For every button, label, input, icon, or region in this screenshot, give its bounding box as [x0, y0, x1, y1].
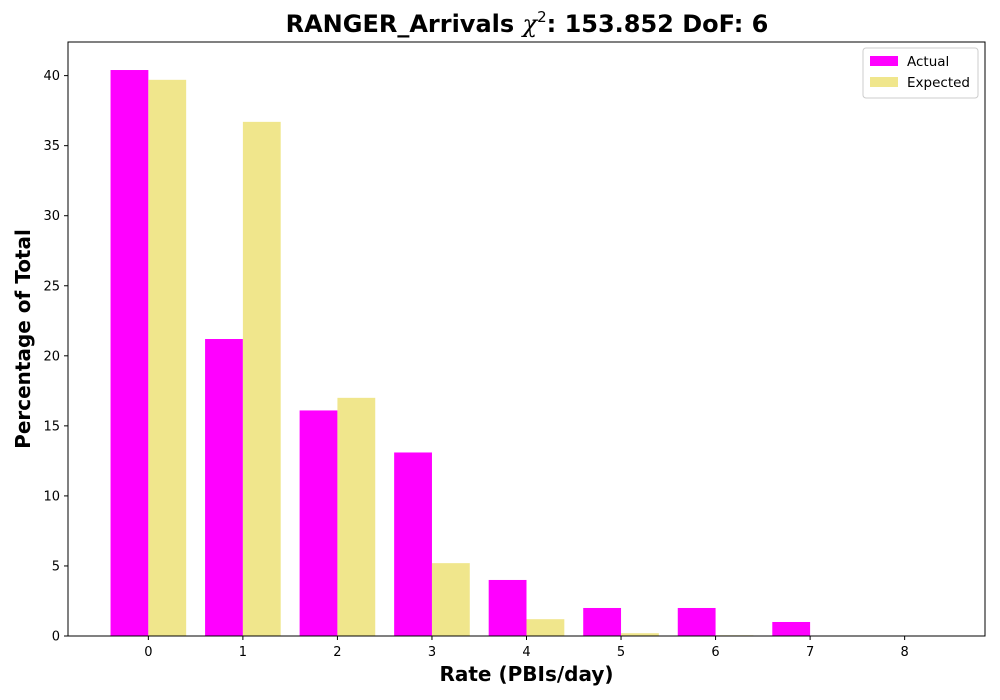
bar-expected-4: [527, 619, 565, 636]
x-axis-title: Rate (PBIs/day): [439, 662, 613, 686]
chart-title-chi-symbol: χ: [521, 10, 539, 38]
x-tick-label: 1: [239, 645, 247, 660]
bar-actual-3: [394, 452, 432, 636]
bars-layer: [111, 70, 811, 636]
x-tick-label: 6: [711, 645, 719, 660]
bar-expected-1: [243, 122, 281, 636]
y-axis-title: Percentage of Total: [11, 229, 35, 449]
y-tick-label: 10: [43, 489, 60, 504]
bar-actual-4: [489, 580, 527, 636]
y-tick-label: 0: [52, 630, 60, 645]
x-tick-label: 8: [901, 645, 909, 660]
legend-swatch-actual: [870, 56, 898, 66]
x-axis-ticks: 0 1 2 3 4 5 6 7 8: [144, 636, 909, 660]
bar-expected-0: [148, 80, 186, 636]
x-tick-label: 0: [144, 645, 152, 660]
x-tick-label: 2: [333, 645, 341, 660]
y-tick-label: 20: [43, 349, 60, 364]
legend-label-actual: Actual: [907, 54, 949, 70]
x-tick-label: 7: [806, 645, 814, 660]
bar-actual-0: [111, 70, 149, 636]
bar-expected-3: [432, 563, 470, 636]
bar-actual-7: [772, 622, 810, 636]
legend: Actual Expected: [863, 48, 978, 98]
y-tick-label: 5: [52, 559, 60, 574]
bar-actual-5: [583, 608, 621, 636]
y-tick-label: 35: [43, 139, 60, 154]
x-tick-label: 3: [428, 645, 436, 660]
chart-title-suffix: : 153.852 DoF: 6: [547, 10, 769, 38]
bar-actual-2: [300, 410, 338, 636]
y-axis-ticks: 0 5 10 15 20 25 30 35 40: [43, 69, 68, 644]
x-tick-label: 4: [522, 645, 530, 660]
x-tick-label: 5: [617, 645, 625, 660]
chart-title-superscript: 2: [537, 8, 547, 26]
legend-swatch-expected: [870, 77, 898, 87]
bar-expected-2: [337, 398, 375, 636]
y-tick-label: 25: [43, 279, 60, 294]
bar-actual-1: [205, 339, 243, 636]
chart-title: RANGER_Arrivals χ2: 153.852 DoF: 6: [286, 8, 769, 38]
y-tick-label: 30: [43, 209, 60, 224]
chart-title-prefix: RANGER_Arrivals: [286, 10, 523, 38]
y-tick-label: 15: [43, 419, 60, 434]
legend-label-expected: Expected: [907, 75, 970, 91]
y-tick-label: 40: [43, 69, 60, 84]
bar-actual-6: [678, 608, 716, 636]
